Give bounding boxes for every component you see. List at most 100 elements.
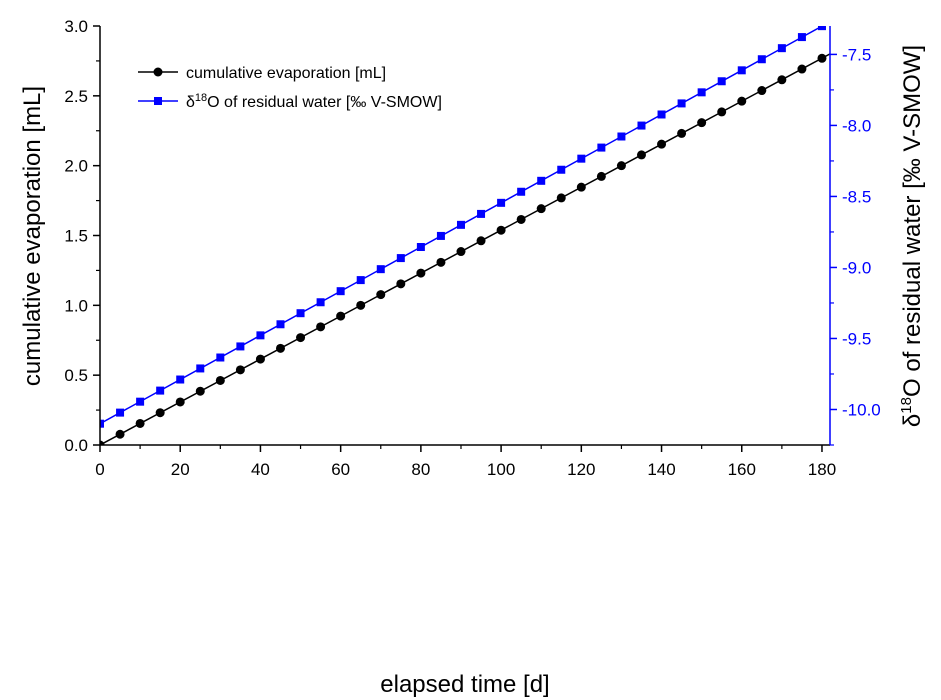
- legend-marker-circle: [153, 67, 163, 77]
- data-point-d18o: [817, 26, 826, 31]
- data-point-d18o: [436, 231, 445, 240]
- right-axis-label: δ18O of residual water [‰ V-SMOW]: [898, 45, 926, 427]
- data-point-evaporation: [195, 386, 205, 396]
- right-axis-label-rest: O of residual water [‰ V-SMOW]: [899, 45, 926, 397]
- data-point-evaporation: [697, 118, 707, 128]
- data-point-d18o: [116, 408, 125, 417]
- data-point-d18o: [156, 386, 165, 395]
- data-point-evaporation: [356, 300, 366, 310]
- data-point-evaporation: [636, 150, 646, 160]
- data-point-evaporation: [255, 354, 265, 364]
- left-tick-label: 0.5: [64, 366, 88, 385]
- data-point-d18o: [697, 88, 706, 97]
- data-point-d18o: [216, 353, 225, 362]
- data-point-evaporation: [175, 397, 185, 407]
- data-point-d18o: [617, 132, 626, 141]
- x-tick-label: 0: [95, 460, 104, 479]
- left-tick-label: 2.0: [64, 157, 88, 176]
- data-point-d18o: [276, 320, 285, 329]
- x-tick-label: 40: [251, 460, 270, 479]
- data-point-evaporation: [376, 290, 386, 300]
- data-point-d18o: [356, 276, 365, 285]
- data-point-d18o: [336, 287, 345, 296]
- data-point-d18o: [577, 154, 586, 163]
- data-point-evaporation: [777, 75, 787, 85]
- x-tick-label: 60: [331, 460, 350, 479]
- right-tick-label: -9.0: [842, 258, 871, 277]
- data-point-evaporation: [436, 257, 446, 267]
- data-point-evaporation: [135, 418, 145, 428]
- data-point-evaporation: [100, 440, 105, 445]
- data-point-d18o: [637, 121, 646, 130]
- data-point-evaporation: [556, 193, 566, 203]
- data-point-d18o: [677, 99, 686, 108]
- legend: cumulative evaporation [mL] δ18O of resi…: [138, 65, 442, 111]
- x-axis-label: elapsed time [d]: [380, 671, 549, 698]
- right-tick-label: -10.0: [842, 400, 881, 419]
- data-point-evaporation: [396, 279, 406, 289]
- data-point-evaporation: [616, 161, 626, 171]
- x-tick-label: 160: [728, 460, 756, 479]
- left-tick-label: 2.5: [64, 87, 88, 106]
- x-tick-label: 100: [487, 460, 515, 479]
- data-point-evaporation: [316, 322, 326, 332]
- data-point-evaporation: [737, 96, 747, 106]
- data-point-evaporation: [235, 365, 245, 375]
- data-point-d18o: [497, 198, 506, 207]
- data-point-d18o: [797, 33, 806, 42]
- data-point-evaporation: [275, 343, 285, 353]
- data-point-evaporation: [757, 86, 767, 96]
- x-axis-ticks: 0 20 40 60 80 100 120 140 160 180: [95, 445, 836, 479]
- x-tick-label: 140: [647, 460, 675, 479]
- data-point-evaporation: [677, 128, 687, 138]
- data-point-evaporation: [536, 204, 546, 214]
- data-point-d18o: [236, 342, 245, 351]
- data-point-evaporation: [657, 139, 667, 149]
- data-markers: [100, 26, 827, 445]
- data-point-evaporation: [596, 171, 606, 181]
- x-tick-label: 180: [808, 460, 836, 479]
- left-tick-label: 3.0: [64, 17, 88, 36]
- data-point-evaporation: [476, 236, 486, 246]
- data-point-d18o: [517, 187, 526, 196]
- data-point-evaporation: [456, 247, 466, 257]
- data-point-d18o: [316, 298, 325, 307]
- data-point-evaporation: [496, 225, 506, 235]
- data-point-d18o: [557, 165, 566, 174]
- data-point-d18o: [196, 364, 205, 373]
- data-point-evaporation: [717, 107, 727, 117]
- x-tick-label: 80: [411, 460, 430, 479]
- x-tick-label: 20: [171, 460, 190, 479]
- data-point-evaporation: [416, 268, 426, 278]
- data-point-d18o: [176, 375, 185, 384]
- data-point-d18o: [256, 331, 265, 340]
- data-point-evaporation: [797, 64, 807, 74]
- right-tick-label: -8.0: [842, 116, 871, 135]
- data-point-d18o: [396, 254, 405, 263]
- data-point-d18o: [777, 44, 786, 53]
- right-tick-label: -7.5: [842, 45, 871, 64]
- data-point-evaporation: [516, 214, 526, 224]
- legend-label-d18o-prefix: δ: [186, 94, 195, 111]
- legend-label-d18o-rest: O of residual water [‰ V-SMOW]: [207, 94, 442, 111]
- right-tick-label: -8.5: [842, 187, 871, 206]
- data-point-d18o: [100, 419, 104, 428]
- left-axis-ticks: 0.0 0.5 1.0 1.5 2.0 2.5 3.0: [64, 17, 100, 455]
- x-tick-label: 120: [567, 460, 595, 479]
- data-point-d18o: [376, 265, 385, 274]
- data-point-d18o: [757, 55, 766, 64]
- right-axis-label-sup: 18: [898, 397, 915, 414]
- right-axis-ticks: -10.0 -9.5 -9.0 -8.5 -8.0 -7.5: [830, 45, 881, 446]
- data-point-d18o: [737, 66, 746, 75]
- data-point-evaporation: [576, 182, 586, 192]
- data-point-evaporation: [115, 429, 125, 439]
- data-point-evaporation: [215, 375, 225, 385]
- left-axis-label: cumulative evaporation [mL]: [19, 86, 46, 386]
- data-point-d18o: [296, 309, 305, 318]
- legend-label-d18o: δ18O of residual water [‰ V-SMOW]: [186, 92, 442, 111]
- data-point-evaporation: [296, 333, 306, 343]
- data-point-evaporation: [336, 311, 346, 321]
- legend-marker-square: [154, 97, 162, 105]
- data-point-d18o: [456, 220, 465, 229]
